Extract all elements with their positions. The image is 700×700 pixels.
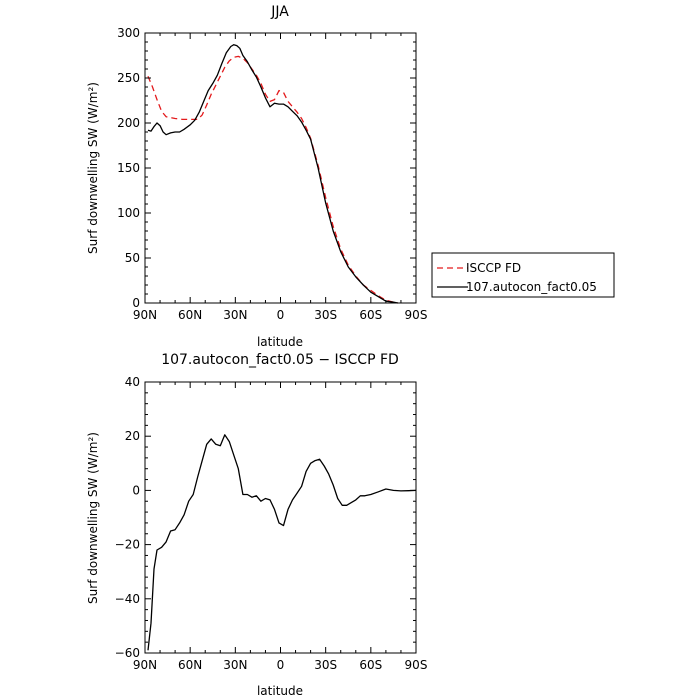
- chart-title: JJA: [270, 4, 289, 20]
- y-tick-label: −40: [115, 592, 140, 606]
- y-tick-label: 200: [117, 116, 140, 130]
- y-tick-label: 20: [125, 429, 140, 443]
- x-axis-label: latitude: [257, 684, 303, 698]
- plot-frame: [144, 381, 417, 654]
- y-tick-label: 40: [125, 375, 140, 389]
- x-tick-label: 30N: [223, 308, 247, 322]
- y-tick-label: −20: [115, 538, 140, 552]
- chart-top: JJA 90N 60N 30N 0 30S 60S 90S 0 50 100 150 200 250 30…: [86, 4, 427, 349]
- ticks-group: 90N 60N 30N 0 30S 60S 90S 0 50 100 150 200 250 300: [117, 26, 427, 322]
- series-line-isccp-fd: [147, 55, 399, 304]
- x-tick-label: 60N: [178, 658, 202, 672]
- y-axis-label: Surf downwelling SW (W/m²): [86, 82, 100, 254]
- x-tick-label: 30S: [314, 658, 337, 672]
- series-group: [147, 434, 417, 651]
- x-tick-label: 30N: [223, 658, 247, 672]
- y-tick-label: 0: [132, 483, 140, 497]
- chart-bottom: 107.autocon_fact0.05 − ISCCP FD 90N 60N 30…: [86, 352, 427, 698]
- x-tick-label: 90S: [405, 308, 428, 322]
- series-line-107-autocon-fact0-05: [147, 44, 399, 304]
- legend-label-isccp: ISCCP FD: [466, 261, 521, 275]
- x-tick-label: 90S: [405, 658, 428, 672]
- y-tick-label: 300: [117, 26, 140, 40]
- x-axis-label: latitude: [257, 335, 303, 349]
- legend-box: [431, 252, 615, 298]
- x-tick-label: 0: [277, 308, 285, 322]
- x-tick-label: 0: [277, 658, 285, 672]
- y-tick-label: 100: [117, 206, 140, 220]
- series-line-difference: [147, 434, 417, 651]
- chart-title: 107.autocon_fact0.05 − ISCCP FD: [161, 352, 399, 368]
- y-tick-label: 150: [117, 161, 140, 175]
- legend-label-model: 107.autocon_fact0.05: [466, 280, 597, 294]
- x-tick-label: 30S: [314, 308, 337, 322]
- y-axis-label: Surf downwelling SW (W/m²): [86, 432, 100, 604]
- series-group: [147, 44, 399, 304]
- x-tick-label: 60S: [359, 658, 382, 672]
- y-tick-label: −60: [115, 646, 140, 660]
- y-tick-label: 250: [117, 71, 140, 85]
- x-tick-label: 90N: [133, 308, 157, 322]
- ticks-group: 90N 60N 30N 0 30S 60S 90S −60 −40 −20 0 20 40: [115, 375, 428, 672]
- x-tick-label: 90N: [133, 658, 157, 672]
- plot-frame: [144, 32, 417, 304]
- legend: ISCCP FD 107.autocon_fact0.05: [431, 252, 615, 298]
- y-tick-label: 50: [125, 251, 140, 265]
- x-tick-label: 60N: [178, 308, 202, 322]
- y-tick-label: 0: [132, 296, 140, 310]
- x-tick-label: 60S: [359, 308, 382, 322]
